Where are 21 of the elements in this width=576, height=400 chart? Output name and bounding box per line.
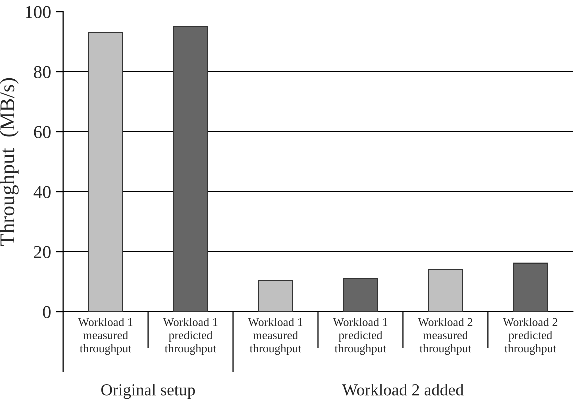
x-tick-label: Workload 2 predicted throughput — [503, 318, 558, 356]
bar — [88, 32, 124, 312]
x-tick-label: Workload 1 measured throughput — [248, 318, 303, 356]
y-tick-label: 20 — [34, 246, 51, 258]
bar — [258, 280, 294, 312]
text: Original setup — [102, 384, 196, 400]
y-axis-title: Throughput (MB/s) — [0, 78, 19, 246]
x-tick-label: Workload 2 measured throughput — [418, 318, 473, 356]
bar — [428, 269, 464, 312]
y-tick-label: 80 — [34, 66, 51, 78]
y-tick-label: 100 — [26, 6, 51, 18]
y-tick-label: 40 — [34, 186, 51, 198]
x-tick-label: Workload 1 predicted throughput — [163, 318, 218, 356]
y-tick-label: 0 — [43, 306, 51, 318]
x-tick-label: Workload 1 measured throughput — [78, 318, 133, 356]
bar — [343, 278, 378, 312]
text: Workload 2 added — [342, 384, 464, 396]
y-tick-label: 60 — [34, 126, 51, 138]
bar — [173, 26, 208, 312]
x-tick-label: Workload 1 predicted throughput — [333, 318, 388, 356]
bar — [513, 262, 548, 312]
